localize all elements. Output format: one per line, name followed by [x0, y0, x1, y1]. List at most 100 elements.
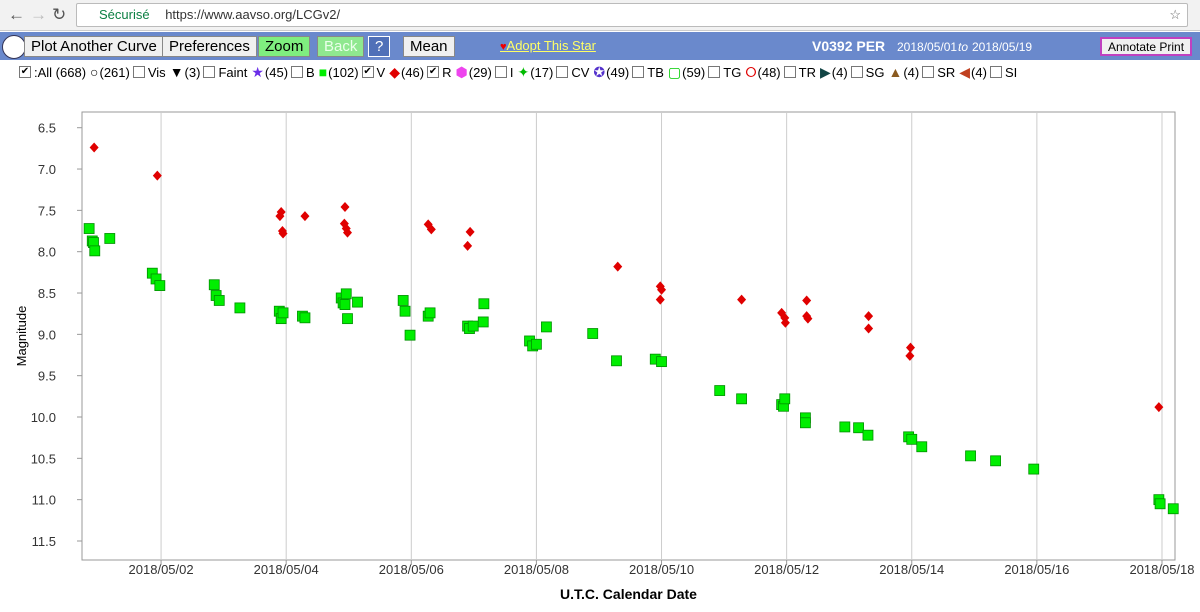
filter-count: (49): [606, 64, 630, 80]
data-point: [299, 312, 311, 324]
filter: ◆ (46) ✔ R: [389, 64, 451, 81]
symbol: ★: [251, 63, 264, 80]
checkbox[interactable]: ✔: [19, 66, 31, 78]
checkbox[interactable]: [989, 66, 1002, 78]
filter: ▼ (3) Faint: [170, 64, 248, 80]
checkbox[interactable]: [708, 66, 721, 78]
button[interactable]: Preferences: [162, 36, 257, 57]
data-point: [89, 245, 101, 257]
data-point: [905, 350, 915, 361]
date-to-word: to: [958, 40, 969, 54]
button[interactable]: Back: [317, 36, 365, 57]
checkbox[interactable]: [850, 66, 863, 78]
checkbox[interactable]: ✔: [361, 66, 374, 78]
symbol: ⬢: [455, 63, 468, 80]
url: https://www.aavso.org/LCGv2/: [165, 7, 341, 22]
data-point: [297, 310, 308, 322]
data-point: [903, 431, 915, 443]
y-tick-label: 6.5: [38, 121, 56, 136]
data-point: [150, 273, 162, 285]
data-point: [340, 288, 352, 300]
data-point: [478, 298, 490, 310]
data-point: [300, 211, 310, 222]
reload[interactable]: ↻: [52, 5, 67, 24]
checkbox[interactable]: [922, 66, 935, 78]
filter-label: SI: [1004, 64, 1018, 80]
adopt-link[interactable]: Adopt This Star: [500, 38, 596, 53]
data-point: [1028, 463, 1040, 475]
y-tick-label: 9.5: [38, 369, 56, 384]
button[interactable]: Annotate Print: [1100, 37, 1193, 56]
button[interactable]: Zoom: [258, 36, 311, 57]
x-tick-label: 2018/05/06: [379, 562, 444, 577]
data-point: [342, 313, 353, 325]
data-point: [965, 450, 976, 462]
button[interactable]: ?: [368, 36, 391, 57]
data-point: [397, 295, 409, 306]
x-tick-label: 2018/05/12: [754, 562, 819, 577]
address-bar[interactable]: Sécurisé https://www.aavso.org/LCGv2/ ☆: [76, 3, 1188, 27]
filter-count: (17): [530, 64, 554, 80]
data-point: [467, 320, 479, 332]
data-point: [104, 233, 116, 244]
y-tick-label: 11.0: [32, 493, 56, 508]
data-point: [1154, 402, 1164, 413]
x-tick-label: 2018/05/16: [1004, 562, 1069, 577]
data-point: [839, 421, 851, 433]
data-point: [277, 226, 287, 237]
data-point: [736, 393, 748, 405]
symbol: ✦: [517, 63, 530, 80]
data-point: [780, 312, 790, 323]
button[interactable]: Plot Another Curve: [24, 36, 164, 57]
data-point: [714, 385, 726, 396]
x-tick-label: 2018/05/10: [629, 562, 694, 577]
x-tick-label: 2018/05/18: [1129, 562, 1194, 577]
data-point: [864, 311, 874, 322]
filter-label: V: [376, 64, 386, 80]
back-arrow[interactable]: ←: [8, 5, 25, 24]
checkbox[interactable]: [783, 66, 796, 78]
symbol: ✪: [593, 63, 606, 80]
data-point: [276, 207, 286, 218]
data-point: [778, 400, 789, 412]
data-point: [464, 323, 475, 334]
data-point: [462, 320, 474, 332]
filter-count: (102): [328, 64, 359, 80]
checkbox[interactable]: ✔: [427, 66, 440, 78]
checkbox[interactable]: [291, 66, 304, 78]
data-point: [779, 393, 791, 405]
data-point: [210, 290, 222, 301]
filter-count: (45): [264, 64, 289, 80]
checkbox[interactable]: [494, 66, 507, 78]
button[interactable]: Mean: [403, 36, 455, 57]
data-point: [803, 313, 813, 324]
x-tick-label: 2018/05/14: [879, 562, 944, 577]
data-point: [275, 211, 285, 222]
data-point: [906, 342, 916, 353]
checkbox[interactable]: [556, 66, 569, 78]
data-point: [613, 261, 623, 272]
checkbox[interactable]: [203, 66, 216, 78]
data-point: [339, 218, 349, 229]
filter: ⬢ (29) I: [456, 64, 514, 81]
y-tick-label: 7.5: [38, 203, 56, 218]
data-point: [477, 316, 489, 328]
checkbox[interactable]: [132, 66, 145, 78]
checkbox[interactable]: [632, 66, 645, 78]
y-tick-label: 10.5: [31, 451, 56, 466]
filter-count: (261): [99, 64, 130, 80]
filter-label: TB: [647, 64, 664, 80]
bookmark-star[interactable]: ☆: [1169, 7, 1181, 22]
forward-arrow[interactable]: →: [30, 5, 47, 24]
filter-label: TG: [723, 64, 742, 80]
data-point: [1167, 503, 1179, 515]
symbol: ▲: [888, 64, 903, 80]
logo[interactable]: [2, 35, 26, 59]
toolbar: Plot Another Curve Preferences Zoom Back…: [0, 32, 1200, 60]
data-point: [527, 340, 539, 352]
data-point: [335, 292, 347, 304]
data-point: [339, 299, 351, 310]
data-point: [273, 305, 285, 317]
